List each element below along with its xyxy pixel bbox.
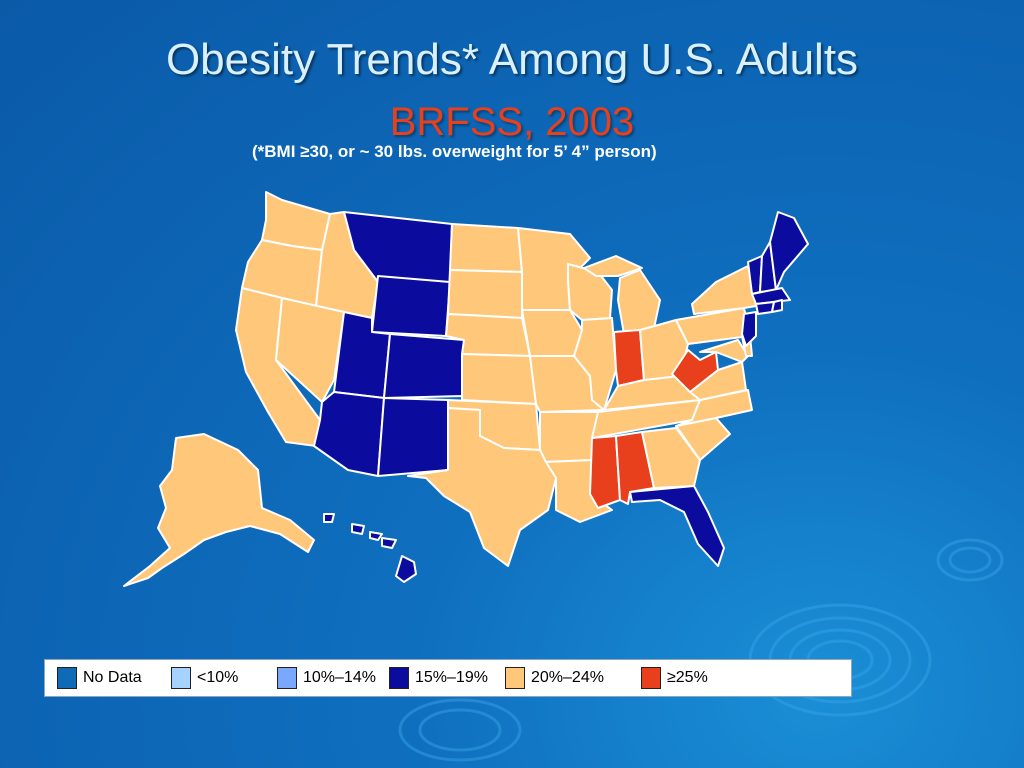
state-nevada: [275, 297, 345, 403]
state-rhode-island: [771, 299, 783, 313]
state-hawaii-molokai: [369, 531, 383, 541]
state-new-york: [691, 265, 757, 315]
legend-swatch-no-data: [57, 667, 77, 689]
state-new-mexico: [377, 397, 449, 477]
state-michigan: [617, 269, 661, 335]
state-south-dakota: [447, 269, 523, 319]
state-hawaii-maui: [381, 537, 397, 549]
legend-swatch-ge25: [641, 667, 661, 689]
legend-label-lt10: <10%: [197, 669, 239, 686]
state-alaska: [123, 433, 315, 587]
legend-label-no-data: No Data: [83, 669, 142, 686]
state-north-dakota: [449, 223, 523, 273]
state-hawaii-big-island: [395, 555, 417, 583]
state-hawaii-kauai: [323, 513, 335, 523]
slide-title: Obesity Trends* Among U.S. Adults: [165, 35, 859, 84]
state-mississippi: [589, 435, 621, 509]
state-colorado: [383, 333, 465, 399]
state-arkansas: [539, 411, 599, 463]
legend-label-20-24: 20%–24%: [531, 669, 604, 686]
legend: No Data <10% 10%–14% 15%–19% 20%–24% ≥25…: [44, 659, 852, 697]
state-pennsylvania: [675, 307, 751, 345]
legend-label-ge25: ≥25%: [667, 669, 708, 686]
legend-swatch-10-14: [277, 667, 297, 689]
state-maine: [769, 211, 809, 291]
state-indiana: [613, 329, 645, 387]
state-arizona: [313, 391, 385, 477]
legend-swatch-15-19: [389, 667, 409, 689]
bmi-footnote: (*BMI ≥30, or ~ 30 lbs. overweight for 5…: [252, 142, 657, 161]
state-florida: [629, 485, 725, 567]
state-michigan-upper: [583, 255, 643, 277]
state-kansas: [461, 353, 537, 405]
legend-label-15-19: 15%–19%: [415, 669, 488, 686]
legend-swatch-lt10: [171, 667, 191, 689]
slide-subtitle: BRFSS, 2003: [389, 100, 635, 144]
legend-label-10-14: 10%–14%: [303, 669, 376, 686]
state-new-jersey: [741, 311, 757, 347]
state-iowa: [521, 309, 583, 357]
state-wyoming: [371, 275, 451, 337]
state-texas: [407, 407, 557, 567]
state-georgia: [641, 427, 701, 489]
state-maryland: [699, 339, 749, 363]
legend-swatch-20-24: [505, 667, 525, 689]
state-hawaii-oahu: [351, 523, 365, 535]
